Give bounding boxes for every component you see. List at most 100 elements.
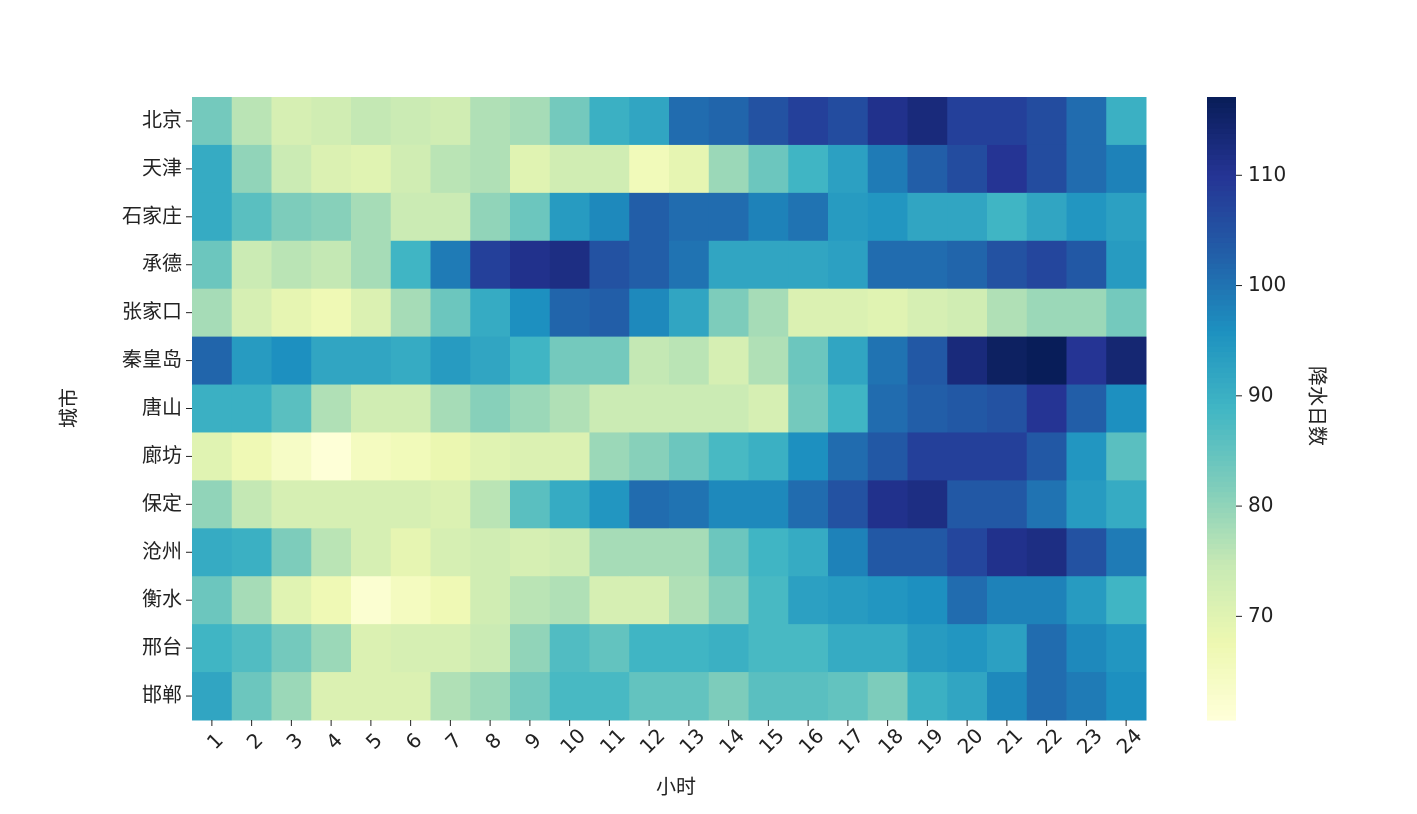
x-tick-label: 18 <box>873 723 908 758</box>
heatmap-cell <box>788 288 829 338</box>
y-tick-label: 保定 <box>142 491 182 515</box>
heatmap-cell <box>231 576 272 625</box>
heatmap-cell <box>311 432 352 481</box>
heatmap-cell <box>748 97 789 146</box>
heatmap-cell <box>1106 672 1147 721</box>
x-tick-label: 14 <box>714 723 749 758</box>
heatmap-cell <box>867 288 908 338</box>
heatmap-cell <box>271 288 312 338</box>
heatmap-cell <box>1066 192 1107 242</box>
heatmap-cell <box>1026 97 1067 146</box>
colorbar-segment <box>1207 128 1236 134</box>
heatmap-cell <box>390 240 431 290</box>
y-tick-label: 北京 <box>142 107 182 131</box>
heatmap-cell <box>788 97 829 146</box>
heatmap-cell <box>788 192 829 242</box>
heatmap-cell <box>510 288 551 338</box>
x-tick-label: 1 <box>202 728 228 754</box>
heatmap-cell <box>589 528 630 577</box>
heatmap-cell <box>947 576 988 625</box>
colorbar-segment <box>1207 678 1236 685</box>
x-tick-label: 8 <box>480 728 506 754</box>
heatmap-cell <box>867 384 908 433</box>
heatmap-cell <box>867 144 908 194</box>
heatmap-cell <box>549 144 590 194</box>
heatmap-cell <box>1106 480 1147 529</box>
heatmap-cell <box>470 576 511 625</box>
heatmap-cell <box>788 432 829 481</box>
heatmap-cell <box>1026 240 1067 290</box>
heatmap-cell <box>1066 480 1107 529</box>
heatmap-cell <box>192 576 233 625</box>
heatmap-cell <box>629 432 670 481</box>
heatmap-cell <box>1066 624 1107 673</box>
heatmap-cell <box>430 384 471 433</box>
heatmap-cell <box>470 432 511 481</box>
heatmap-cell <box>867 192 908 242</box>
heatmap-cell <box>390 384 431 433</box>
heatmap-cell <box>1066 576 1107 625</box>
heatmap-cell <box>549 336 590 386</box>
colorbar-segment <box>1207 242 1236 249</box>
heatmap-cell <box>669 576 710 625</box>
y-axis-label: 城市 <box>57 388 81 428</box>
colorbar-segment <box>1207 564 1236 571</box>
heatmap-cell <box>430 192 471 242</box>
colorbar-segment <box>1207 247 1236 254</box>
colorbar-segment <box>1207 486 1236 493</box>
heatmap-cell <box>589 480 630 529</box>
heatmap-cell <box>1066 240 1107 290</box>
colorbar-segment <box>1207 548 1236 555</box>
heatmap-cell <box>311 192 352 242</box>
x-tick-label: 23 <box>1072 723 1107 758</box>
heatmap-cell <box>629 240 670 290</box>
heatmap-cell <box>589 672 630 721</box>
colorbar-segment <box>1207 553 1236 560</box>
heatmap-cell <box>470 528 511 577</box>
heatmap-cell <box>589 624 630 673</box>
heatmap-cell <box>788 144 829 194</box>
heatmap-cell <box>470 97 511 146</box>
heatmap-cell <box>788 336 829 386</box>
heatmap-cell <box>828 432 869 481</box>
heatmap-cell <box>987 480 1028 529</box>
heatmap-cell <box>470 672 511 721</box>
x-tick-label: 24 <box>1112 723 1147 758</box>
heatmap-cell <box>351 576 392 625</box>
heatmap-cell <box>669 97 710 146</box>
colorbar-segment <box>1207 252 1236 259</box>
heatmap-cell <box>1026 288 1067 338</box>
heatmap-cell <box>669 480 710 529</box>
colorbar-segment <box>1207 159 1236 166</box>
colorbar-segment <box>1207 206 1236 212</box>
colorbar-segment <box>1207 174 1236 181</box>
heatmap-cell <box>549 384 590 433</box>
colorbar-segment <box>1207 257 1236 264</box>
colorbar-segment <box>1207 631 1236 638</box>
colorbar-segment <box>1207 642 1236 648</box>
heatmap-cell <box>390 528 431 577</box>
colorbar-segment <box>1207 351 1236 358</box>
heatmap-cell <box>1026 624 1067 673</box>
colorbar-segment <box>1207 709 1236 716</box>
heatmap-cell <box>470 192 511 242</box>
heatmap-cell <box>947 528 988 577</box>
heatmap-cell <box>589 576 630 625</box>
x-tick-label: 2 <box>242 728 268 754</box>
heatmap-cell <box>430 240 471 290</box>
colorbar-segment <box>1207 299 1236 306</box>
heatmap-cell <box>987 288 1028 338</box>
heatmap-cell <box>828 384 869 433</box>
colorbar-segment <box>1207 148 1236 155</box>
heatmap-cell <box>907 432 948 481</box>
heatmap-cell <box>1106 192 1147 242</box>
heatmap-cell <box>708 240 749 290</box>
heatmap-cell <box>708 192 749 242</box>
colorbar-segment <box>1207 657 1236 664</box>
heatmap-cell <box>510 624 551 673</box>
heatmap-cell <box>271 97 312 146</box>
colorbar-segment <box>1207 377 1236 384</box>
colorbar-segment <box>1207 450 1236 456</box>
colorbar-segment <box>1207 538 1236 545</box>
colorbar-segment <box>1207 647 1236 654</box>
